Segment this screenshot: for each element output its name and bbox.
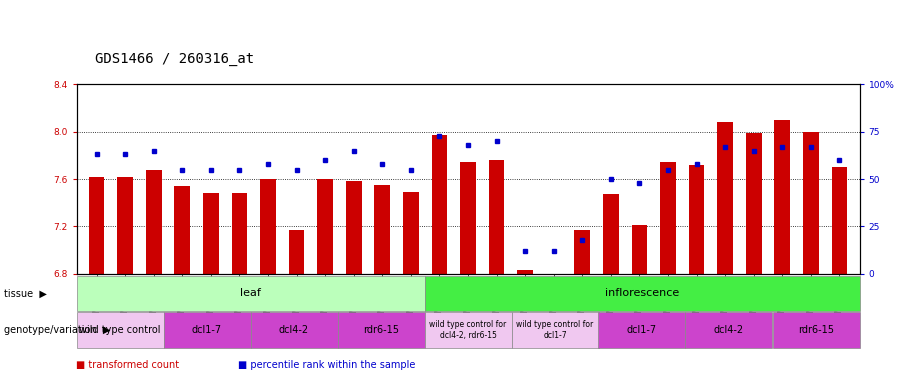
Text: dcl1-7: dcl1-7 — [627, 325, 657, 335]
Text: dcl4-2: dcl4-2 — [714, 325, 744, 335]
Bar — [661, 162, 676, 274]
Bar — [432, 135, 447, 274]
Bar — [374, 185, 390, 274]
Bar — [746, 133, 761, 274]
Bar — [175, 186, 190, 274]
Bar — [632, 225, 647, 274]
Text: wild type control for
dcl1-7: wild type control for dcl1-7 — [517, 321, 594, 340]
Bar — [231, 193, 248, 274]
Text: dcl4-2: dcl4-2 — [279, 325, 309, 335]
Text: ■ transformed count: ■ transformed count — [76, 360, 180, 370]
Bar — [518, 270, 533, 274]
Bar — [346, 182, 362, 274]
Bar — [546, 274, 562, 287]
Bar — [117, 177, 133, 274]
Bar — [88, 177, 104, 274]
Text: genotype/variation  ▶: genotype/variation ▶ — [4, 325, 111, 335]
Bar — [603, 195, 618, 274]
Bar — [289, 230, 304, 274]
Bar — [717, 122, 733, 274]
Text: rdr6-15: rdr6-15 — [363, 325, 399, 335]
Bar — [574, 230, 590, 274]
Text: leaf: leaf — [240, 288, 261, 298]
Text: tissue  ▶: tissue ▶ — [4, 288, 48, 298]
Bar — [203, 193, 219, 274]
Bar — [460, 162, 476, 274]
Text: wild type control for
dcl4-2, rdr6-15: wild type control for dcl4-2, rdr6-15 — [429, 321, 507, 340]
Bar — [832, 167, 848, 274]
Text: ■ percentile rank within the sample: ■ percentile rank within the sample — [238, 360, 416, 370]
Bar — [489, 160, 504, 274]
Bar — [146, 170, 161, 274]
Text: rdr6-15: rdr6-15 — [798, 325, 834, 335]
Bar — [775, 120, 790, 274]
Bar — [260, 179, 275, 274]
Text: inflorescence: inflorescence — [605, 288, 680, 298]
Bar — [688, 165, 705, 274]
Bar — [403, 192, 418, 274]
Text: GDS1466 / 260316_at: GDS1466 / 260316_at — [94, 52, 254, 66]
Bar — [803, 132, 819, 274]
Text: wild type control: wild type control — [79, 325, 161, 335]
Bar — [318, 179, 333, 274]
Text: dcl1-7: dcl1-7 — [192, 325, 222, 335]
